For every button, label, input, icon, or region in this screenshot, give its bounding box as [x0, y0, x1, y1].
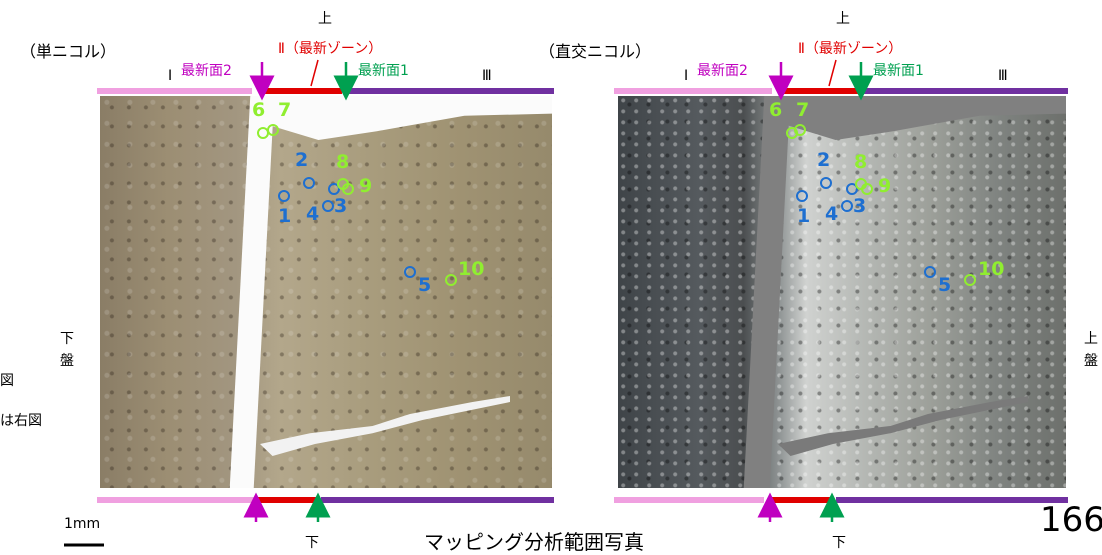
point-circle — [820, 177, 832, 189]
right-zone1-bar-top — [614, 88, 772, 94]
page-number: 166 — [1040, 500, 1102, 540]
right-point-label: 3 — [853, 195, 867, 217]
point-circle — [924, 266, 936, 278]
right-point-label: 8 — [854, 151, 868, 173]
right-newest1-label: 最新面1 — [873, 63, 924, 79]
right-point-label: 7 — [796, 99, 810, 121]
right-top-label: 上 — [836, 11, 850, 27]
left-zone1-bar-top — [97, 88, 252, 94]
right-point-label: 6 — [769, 99, 783, 121]
right-point-label: 5 — [938, 274, 952, 296]
point-circle — [257, 127, 269, 139]
left-point-label: 8 — [336, 151, 350, 173]
right-zone3-bar-bottom — [836, 497, 1068, 503]
left-point-label: 7 — [278, 99, 292, 121]
right-zone3-bar-top — [861, 88, 1068, 94]
point-circle — [794, 124, 806, 136]
right-point-circles — [786, 124, 976, 286]
point-circle — [328, 183, 340, 195]
right-point-label: 9 — [878, 175, 892, 197]
left-point-label: 4 — [306, 203, 320, 225]
left-top-label: 上 — [318, 11, 332, 27]
right-side-vertical: 上 盤 — [1084, 331, 1098, 369]
right-bottom-label: 下 — [832, 535, 846, 551]
point-circle — [303, 177, 315, 189]
left-point-circles — [257, 124, 457, 286]
left-thin-section-photo — [100, 96, 552, 488]
right-zone1-bar-bottom — [614, 497, 764, 503]
right-newest2-label: 最新面2 — [697, 63, 748, 79]
right-point-label: 4 — [825, 203, 839, 225]
scale-label: 1mm — [64, 516, 101, 532]
right-zone1-label: Ⅰ — [684, 68, 689, 84]
left-title: （単ニコル） — [20, 42, 117, 61]
left-zone2-label: Ⅱ（最新ゾーン） — [278, 41, 383, 57]
left-zone2-slash — [310, 59, 319, 87]
point-circle — [342, 183, 354, 195]
point-circle — [445, 274, 457, 286]
left-zone1-bar-bottom — [97, 497, 260, 503]
right-title: （直交ニコル） — [539, 42, 652, 61]
point-circle — [846, 183, 858, 195]
left-side-vertical: 下 盤 — [60, 331, 74, 369]
left-point-label: 5 — [418, 274, 432, 296]
caption: マッピング分析範囲写真 — [424, 530, 644, 554]
right-thin-section-photo — [618, 96, 1066, 488]
left-bottom-label: 下 — [305, 535, 319, 551]
left-newest1-label: 最新面1 — [358, 63, 409, 79]
right-zone2-slash — [828, 59, 837, 87]
side-text-1: 図 — [0, 373, 14, 389]
point-circle — [267, 124, 279, 136]
left-point-label: 9 — [359, 175, 373, 197]
side-text-2: は右図 — [0, 413, 42, 429]
left-zone1-label: Ⅰ — [168, 68, 173, 84]
left-newest2-label: 最新面2 — [181, 63, 232, 79]
right-zone2-bar-top — [778, 88, 858, 94]
right-point-label: 2 — [817, 149, 831, 171]
left-point-label: 1 — [278, 205, 292, 227]
left-zone2-bar-top — [260, 88, 342, 94]
left-point-label: 10 — [458, 258, 485, 280]
point-circle — [322, 200, 334, 212]
right-point-label: 1 — [797, 205, 811, 227]
right-zone2-bar-bottom — [770, 497, 832, 503]
left-point-label: 2 — [295, 149, 309, 171]
point-circle — [796, 190, 808, 202]
right-point-label: 10 — [978, 258, 1005, 280]
point-circle — [861, 183, 873, 195]
point-circle — [841, 200, 853, 212]
point-circle — [404, 266, 416, 278]
left-point-label: 6 — [252, 99, 266, 121]
left-zone3-label: Ⅲ — [482, 68, 492, 84]
left-zone3-bar-bottom — [321, 497, 554, 503]
point-circle — [964, 274, 976, 286]
point-circle — [278, 190, 290, 202]
right-zone3-label: Ⅲ — [998, 68, 1008, 84]
right-zone2-label: Ⅱ（最新ゾーン） — [798, 41, 903, 57]
left-point-label: 3 — [334, 195, 348, 217]
left-zone3-bar-top — [346, 88, 554, 94]
left-zone2-bar-bottom — [256, 497, 318, 503]
